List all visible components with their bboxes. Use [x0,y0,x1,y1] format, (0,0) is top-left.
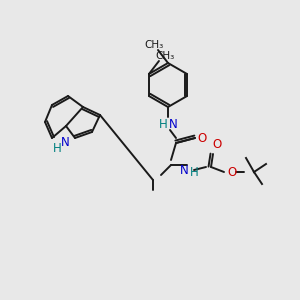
Text: O: O [227,166,237,178]
Text: O: O [197,131,207,145]
Text: H: H [190,167,198,179]
Text: CH₃: CH₃ [155,51,175,61]
Text: O: O [212,139,222,152]
Text: CH₃: CH₃ [144,40,164,50]
Text: N: N [169,118,177,131]
Text: H: H [52,142,62,154]
Text: N: N [180,164,188,176]
Text: H: H [159,118,167,131]
Text: N: N [61,136,69,148]
